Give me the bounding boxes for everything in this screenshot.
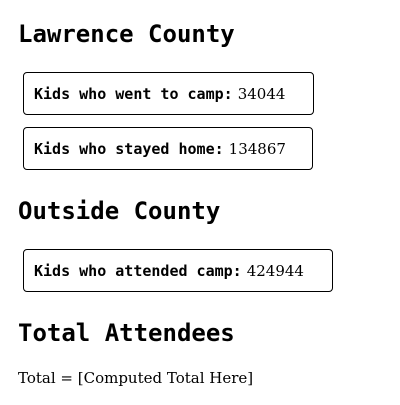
attended-camp-stat: Kids who attended camp: 424944 <box>23 249 333 292</box>
went-to-camp-stat: Kids who went to camp: 34044 <box>23 72 314 115</box>
total-attendees-heading: Total Attendees <box>18 319 235 347</box>
stayed-home-stat: Kids who stayed home: 134867 <box>23 127 313 170</box>
went-to-camp-value: 34044 <box>237 84 286 103</box>
outside-county-heading: Outside County <box>18 197 221 225</box>
went-to-camp-label: Kids who went to camp: <box>34 84 233 103</box>
lawrence-county-heading: Lawrence County <box>18 20 235 48</box>
total-text: Total = [Computed Total Here] <box>18 369 254 387</box>
stayed-home-label: Kids who stayed home: <box>34 139 224 158</box>
stayed-home-value: 134867 <box>228 139 286 158</box>
attended-camp-value: 424944 <box>246 261 304 280</box>
attended-camp-label: Kids who attended camp: <box>34 261 242 280</box>
